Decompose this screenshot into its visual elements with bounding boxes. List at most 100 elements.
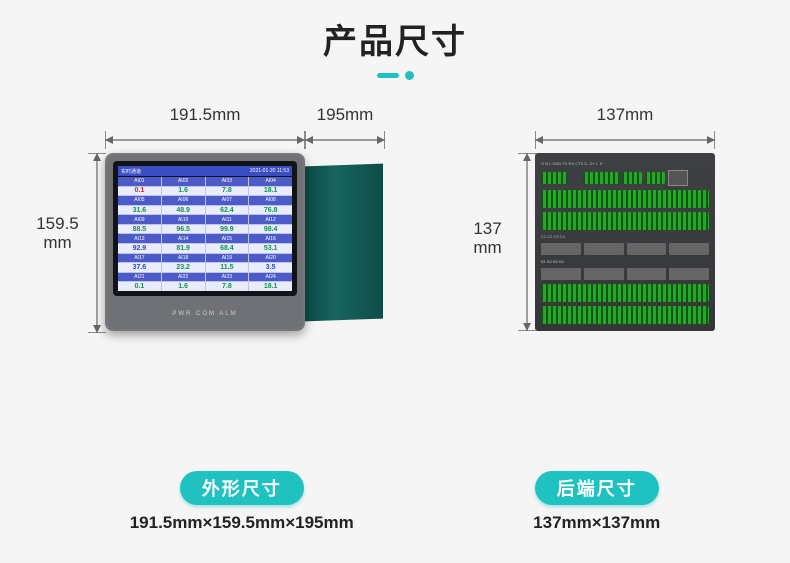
front-top-dimensions: 191.5mm 195mm [105,105,385,125]
grid-header-cell: AI12 [249,215,292,224]
back-height-label: 137mm [460,220,515,257]
grid-value-cell: 31.6 [118,206,161,215]
connector-slot [541,243,581,255]
connector-slot [627,243,667,255]
grid-value-cell: 1.6 [162,282,205,291]
connector-slot [584,268,624,280]
grid-header-cell: AI16 [249,234,292,243]
page-title: 产品尺寸 [0,0,790,63]
grid-header-cell: AI23 [206,273,249,282]
device-indicator-labels: PWR COM ALM [105,311,305,317]
grid-header-cell: AI20 [249,254,292,263]
grid-header-cell: AI18 [162,254,205,263]
terminal-block [541,284,709,302]
grid-value-cell: 48.9 [162,206,205,215]
grid-value-cell: 7.8 [206,282,249,291]
screen-header: 实时通道 2021-01-20 11:53 [118,166,292,176]
grid-value-cell: 96.5 [162,225,205,234]
grid-value-cell: 0.1 [118,187,161,196]
front-dimensions-text: 191.5mm×159.5mm×195mm [130,513,354,533]
connector-slot [669,243,709,255]
device-front-face: 实时通道 2021-01-20 11:53 AI01AI02AI03AI040.… [105,153,305,331]
front-depth-label: 195mm [305,105,385,125]
grid-value-cell: 18.1 [249,187,292,196]
grid-header-cell: AI22 [162,273,205,282]
front-label-block: 外形尺寸 191.5mm×159.5mm×195mm [130,471,354,533]
grid-value-cell: 3.5 [249,263,292,272]
connector-slot [541,268,581,280]
back-pill-label: 后端尺寸 [535,471,659,505]
title-decoration [0,71,790,80]
back-dimensions-text: 137mm×137mm [533,513,660,533]
grid-header-cell: AI03 [206,177,249,186]
front-width-label: 191.5mm [105,105,305,125]
grid-value-cell: 68.4 [206,244,249,253]
terminal-block [541,306,709,324]
grid-value-cell: 1.6 [162,187,205,196]
back-row-gray-1 [541,243,709,255]
grid-header-cell: AI24 [249,273,292,282]
terminal-i [645,172,665,184]
front-top-dim-line [105,131,385,149]
grid-value-cell: 0.1 [118,282,161,291]
grid-value-cell: 62.4 [206,206,249,215]
grid-value-cell: 99.9 [206,225,249,234]
device-screen: 实时通道 2021-01-20 11:53 AI01AI02AI03AI040.… [113,161,297,296]
grid-value-cell: 37.6 [118,263,161,272]
grid-header-cell: AI11 [206,215,249,224]
back-port-labels-top: G N L GND TX RX CTS D- D+ I- I+ [541,161,709,166]
grid-header-cell: AI01 [118,177,161,186]
grid-header-cell: AI07 [206,196,249,205]
grid-header-cell: AI17 [118,254,161,263]
grid-value-cell: 11.5 [206,263,249,272]
terminal-power [541,172,567,184]
front-pill-label: 外形尺寸 [180,471,304,505]
back-row-top [541,170,709,186]
grid-header-cell: AI19 [206,254,249,263]
terminal-block [541,212,709,230]
grid-header-cell: AI15 [206,234,249,243]
back-row-terminals-2 [541,212,709,230]
front-height-label: 159.5mm [30,215,85,252]
device-depth-side [305,164,383,322]
grid-value-cell: 81.9 [162,244,205,253]
device-back-face: G N L GND TX RX CTS D- D+ I- I+ C1 C2 C3 [535,153,715,331]
back-left-dim-line [518,153,536,331]
grid-value-cell: 18.1 [249,282,292,291]
grid-value-cell: 7.8 [206,187,249,196]
grid-value-cell: 98.4 [249,225,292,234]
back-row-terminals-1 [541,190,709,208]
back-width-label: 137mm [535,105,715,125]
grid-value-cell: 88.5 [118,225,161,234]
grid-value-cell: 53.1 [249,244,292,253]
screen-header-left: 实时通道 [121,168,141,175]
connector-slot [584,243,624,255]
bottom-labels-row: 外形尺寸 191.5mm×159.5mm×195mm 后端尺寸 137mm×13… [0,471,790,533]
back-product-block: 137mm 137mm G N L GND TX [460,105,760,375]
grid-value-cell: 76.8 [249,206,292,215]
grid-header-cell: AI05 [118,196,161,205]
screen-data-grid: AI01AI02AI03AI040.11.67.818.1AI05AI06AI0… [118,177,292,291]
rj45-port-icon [668,170,688,186]
grid-header-cell: AI14 [162,234,205,243]
back-label-block: 后端尺寸 137mm×137mm [533,471,660,533]
back-row-labels-b: B1 B2 B3 B4 [541,259,709,264]
grid-header-cell: AI10 [162,215,205,224]
connector-slot [669,268,709,280]
back-row-terminals-4 [541,306,709,324]
terminal-d [622,172,642,184]
grid-header-cell: AI09 [118,215,161,224]
terminal-block [541,190,709,208]
grid-value-cell: 92.9 [118,244,161,253]
grid-header-cell: AI13 [118,234,161,243]
grid-header-cell: AI08 [249,196,292,205]
back-row-labels-c: C1 C2 C3 C4 [541,234,709,239]
grid-value-cell: 23.2 [162,263,205,272]
grid-header-cell: AI04 [249,177,292,186]
front-product-block: 191.5mm 195mm 159.5mm [30,105,440,375]
grid-header-cell: AI06 [162,196,205,205]
front-left-dim-line [88,153,106,333]
terminal-comm [583,172,619,184]
screen-header-right: 2021-01-20 11:53 [250,168,289,174]
back-top-dim-line [535,131,715,149]
